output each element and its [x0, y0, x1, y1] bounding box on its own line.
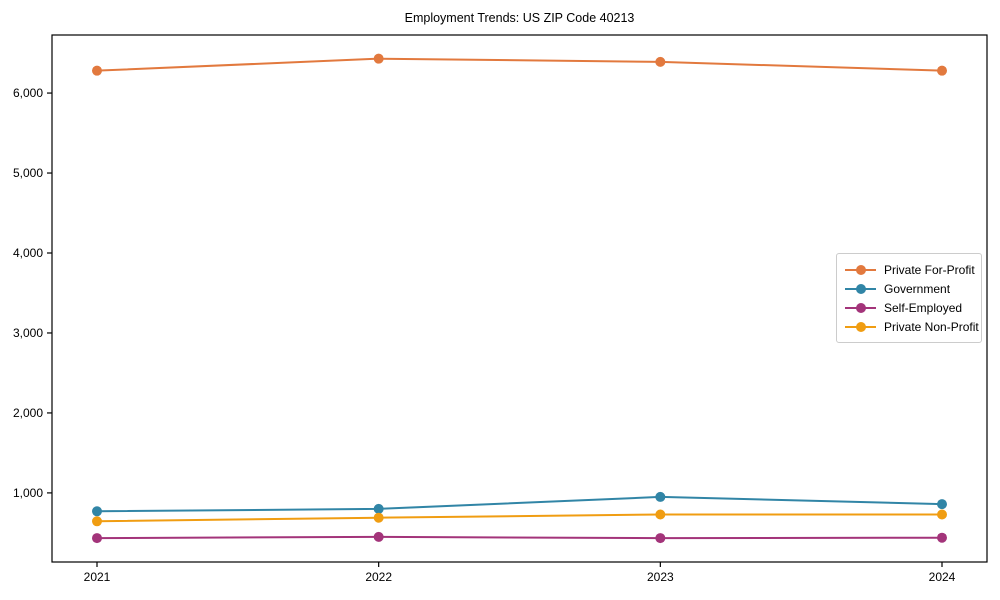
- plot-frame: [51, 34, 988, 563]
- series-marker-government: [92, 506, 102, 517]
- legend-line-marker-icon: [845, 302, 876, 313]
- x-tick-label: 2024: [929, 570, 956, 584]
- legend-item-government: Government: [845, 279, 973, 298]
- series-marker-self-employed: [937, 532, 947, 543]
- legend-label: Self-Employed: [884, 300, 963, 315]
- x-tick-label: 2021: [84, 570, 111, 584]
- series-marker-private-for-profit: [937, 65, 947, 76]
- legend-label: Government: [884, 281, 951, 296]
- series-marker-private-for-profit: [655, 56, 666, 67]
- series-line-private-non-profit: [96, 513, 942, 523]
- y-tick-label: 1,000: [13, 486, 43, 500]
- y-tick-label: 6,000: [13, 86, 43, 100]
- x-tick-label: 2022: [365, 570, 392, 584]
- series-line-private-for-profit: [96, 57, 943, 72]
- series-marker-government: [373, 503, 384, 514]
- legend-label: Private For-Profit: [884, 262, 975, 277]
- series-marker-government: [655, 491, 666, 502]
- series-line-self-employed: [96, 535, 943, 540]
- legend-item-private-non-profit: Private Non-Profit: [845, 317, 979, 336]
- legend-line-marker-icon: [845, 283, 876, 294]
- series-marker-private-for-profit: [373, 53, 384, 64]
- chart-title: Employment Trends: US ZIP Code 40213: [404, 11, 635, 25]
- y-tick-label: 4,000: [13, 246, 43, 260]
- series-marker-government: [937, 499, 947, 510]
- legend-item-self-employed: Self-Employed: [845, 298, 973, 317]
- legend-line-marker-icon: [845, 264, 876, 275]
- series-marker-private-for-profit: [92, 65, 102, 76]
- legend: Private For-Profit Government Self-Employe…: [836, 253, 982, 343]
- series-line-government: [96, 495, 943, 513]
- y-tick-label: 3,000: [13, 326, 43, 340]
- series-marker-private-non-profit: [92, 516, 102, 527]
- y-tick-label: 5,000: [13, 166, 43, 180]
- series-marker-private-non-profit: [937, 509, 947, 520]
- legend-line-marker-icon: [845, 321, 876, 332]
- y-tick-label: 2,000: [13, 406, 43, 420]
- series-marker-private-non-profit: [373, 512, 384, 523]
- legend-label: Private Non-Profit: [884, 319, 979, 334]
- series-marker-self-employed: [92, 533, 102, 544]
- series-marker-self-employed: [373, 531, 384, 542]
- legend-item-private-for-profit: Private For-Profit: [845, 260, 975, 279]
- x-tick-label: 2023: [647, 570, 674, 584]
- series-marker-self-employed: [655, 533, 666, 544]
- series-marker-private-non-profit: [655, 509, 666, 520]
